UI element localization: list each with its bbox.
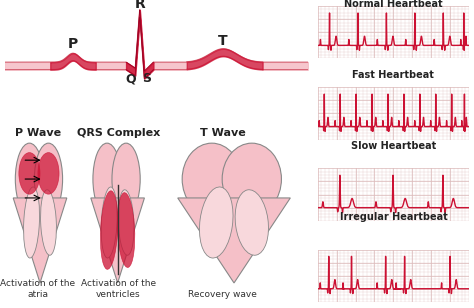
Ellipse shape xyxy=(235,190,268,255)
Text: Recovery wave: Recovery wave xyxy=(188,290,257,299)
Text: Q: Q xyxy=(125,72,136,85)
Ellipse shape xyxy=(19,152,40,194)
Text: P: P xyxy=(68,37,78,51)
Text: Activation of the
ventricles: Activation of the ventricles xyxy=(81,279,156,299)
Polygon shape xyxy=(91,198,145,283)
Ellipse shape xyxy=(41,190,56,255)
Text: Slow Heartbeat: Slow Heartbeat xyxy=(351,141,436,151)
Text: Activation of the
atria: Activation of the atria xyxy=(0,279,75,299)
Ellipse shape xyxy=(112,143,140,215)
Text: Fast Heartbeat: Fast Heartbeat xyxy=(353,70,434,80)
Text: T: T xyxy=(219,34,228,48)
Text: Normal Heartbeat: Normal Heartbeat xyxy=(344,0,443,9)
Ellipse shape xyxy=(200,187,233,258)
Text: P Wave: P Wave xyxy=(15,128,61,137)
Text: Irregular Heartbeat: Irregular Heartbeat xyxy=(339,212,447,222)
Ellipse shape xyxy=(35,143,63,215)
Ellipse shape xyxy=(118,190,134,255)
Polygon shape xyxy=(13,198,67,283)
Ellipse shape xyxy=(15,143,44,215)
Text: R: R xyxy=(134,0,145,11)
Text: QRS Complex: QRS Complex xyxy=(77,128,160,137)
Ellipse shape xyxy=(101,187,117,258)
Ellipse shape xyxy=(182,143,241,215)
Ellipse shape xyxy=(100,191,118,269)
Ellipse shape xyxy=(118,192,135,267)
Polygon shape xyxy=(178,198,290,283)
Ellipse shape xyxy=(24,187,39,258)
Ellipse shape xyxy=(222,143,282,215)
Text: S: S xyxy=(142,72,151,85)
Ellipse shape xyxy=(93,143,121,215)
Text: T Wave: T Wave xyxy=(200,128,246,137)
Ellipse shape xyxy=(38,152,59,194)
